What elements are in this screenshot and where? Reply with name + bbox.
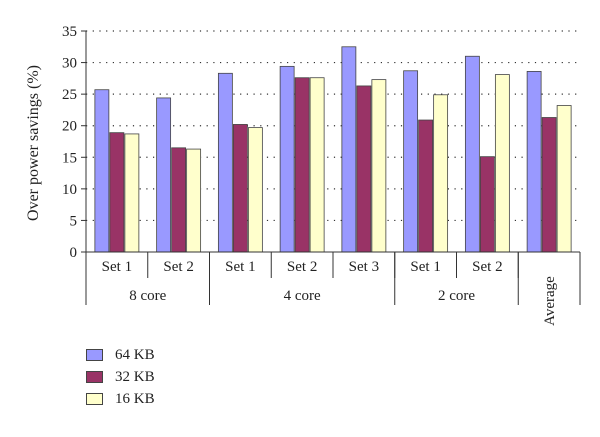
y-tick-label: 15 bbox=[62, 150, 77, 166]
x-category-label: Set 3 bbox=[349, 259, 379, 275]
y-tick-label: 0 bbox=[70, 245, 78, 261]
x-category-label: Set 2 bbox=[472, 259, 502, 275]
bar bbox=[541, 117, 557, 253]
legend-label: 64 KB bbox=[115, 346, 155, 363]
bar bbox=[294, 77, 310, 253]
x-group-label: 8 core bbox=[129, 288, 166, 304]
bar bbox=[526, 71, 542, 253]
bar bbox=[247, 127, 263, 253]
bar bbox=[309, 77, 325, 253]
y-tick-label: 5 bbox=[70, 213, 78, 229]
legend-item-32kb: 32 KB bbox=[86, 366, 155, 388]
bar bbox=[124, 133, 140, 253]
y-tick-label: 35 bbox=[62, 24, 77, 40]
legend-swatch bbox=[86, 349, 103, 361]
y-tick-label: 20 bbox=[62, 119, 77, 135]
x-category-labels: Set 1 Set 2 Set 1 Set 2 Set 3 Set 1 Set 2 Avera… bbox=[102, 259, 558, 326]
bar bbox=[171, 147, 187, 253]
y-tick-labels: 0 5 10 15 20 25 30 35 bbox=[62, 24, 77, 261]
bars bbox=[94, 46, 572, 253]
legend-label: 16 KB bbox=[115, 390, 155, 407]
x-group-label: 2 core bbox=[438, 288, 475, 304]
x-category-label: Set 2 bbox=[163, 259, 193, 275]
bar bbox=[418, 119, 434, 253]
x-category-label: Set 1 bbox=[102, 259, 132, 275]
bar bbox=[464, 55, 480, 253]
legend-item-16kb: 16 KB bbox=[86, 388, 155, 410]
bar bbox=[186, 148, 202, 253]
bar bbox=[494, 74, 510, 253]
bar bbox=[156, 97, 172, 253]
x-category-label: Average bbox=[542, 276, 558, 326]
bar bbox=[94, 89, 110, 253]
legend-item-64kb: 64 KB bbox=[86, 344, 155, 366]
bar bbox=[433, 94, 449, 253]
bar bbox=[217, 72, 233, 253]
x-group-label: 4 core bbox=[284, 288, 321, 304]
x-category-label: Set 2 bbox=[287, 259, 317, 275]
legend-label: 32 KB bbox=[115, 368, 155, 385]
legend-swatch bbox=[86, 371, 103, 383]
y-tick-label: 25 bbox=[62, 87, 77, 103]
y-tick-label: 30 bbox=[62, 56, 77, 72]
x-category-label: Set 1 bbox=[225, 259, 255, 275]
axes bbox=[81, 30, 581, 305]
bar bbox=[232, 124, 248, 253]
x-category-label: Set 1 bbox=[410, 259, 440, 275]
y-tick-label: 10 bbox=[62, 182, 77, 198]
bar bbox=[279, 65, 295, 253]
bar bbox=[109, 132, 125, 253]
bar bbox=[403, 70, 419, 253]
bar bbox=[341, 46, 357, 253]
bar bbox=[556, 105, 572, 253]
bar bbox=[371, 79, 387, 253]
y-axis-label: Over power savings (%) bbox=[25, 65, 42, 221]
bar bbox=[356, 85, 372, 253]
legend-swatch bbox=[86, 393, 103, 405]
bar bbox=[479, 156, 495, 253]
legend: 64 KB 32 KB 16 KB bbox=[86, 344, 155, 410]
